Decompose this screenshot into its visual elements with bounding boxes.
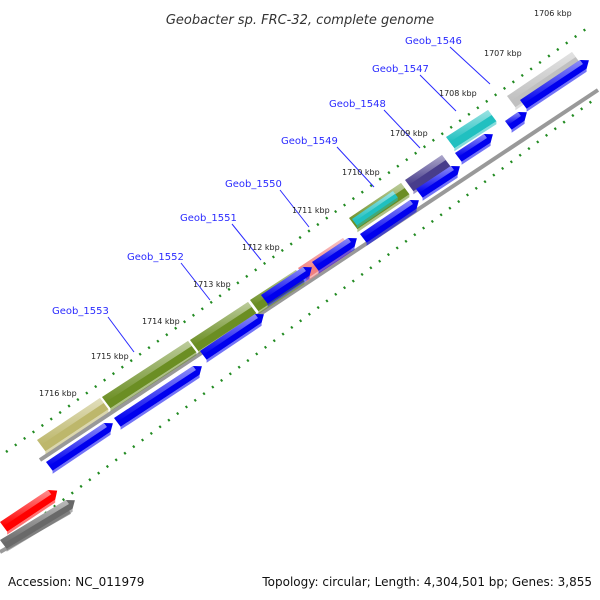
- backbone-line: [38, 88, 600, 462]
- gene-cds-arrow[interactable]: [200, 314, 264, 363]
- tick-marks: [5, 24, 597, 541]
- gene-label-link[interactable]: Geob_1553: [52, 306, 109, 317]
- gene-cds-arrow[interactable]: [455, 134, 493, 165]
- gene-geob-1552-cds[interactable]: [102, 341, 197, 412]
- kbp-label: 1713 kbp: [193, 280, 231, 289]
- gene-label-link[interactable]: Geob_1551: [180, 213, 237, 224]
- gene-label-link[interactable]: Geob_1546: [405, 36, 462, 47]
- kbp-label: 1709 kbp: [390, 129, 428, 138]
- gene-cds-arrow[interactable]: [505, 112, 527, 133]
- topology-text: Topology: circular; Length: 4,304,501 bp…: [261, 575, 592, 589]
- gene-label-link[interactable]: Geob_1547: [372, 64, 429, 75]
- label-leaders: [107, 46, 491, 353]
- kbp-label: 1711 kbp: [292, 206, 330, 215]
- gene-label-link[interactable]: Geob_1552: [127, 252, 184, 263]
- gene-cds-arrow[interactable]: [312, 238, 357, 274]
- gene-label-link[interactable]: Geob_1548: [329, 99, 386, 110]
- kbp-label: 1707 kbp: [484, 49, 522, 58]
- leader-line: [419, 74, 457, 112]
- map-title: Geobacter sp. FRC-32, complete genome: [166, 13, 434, 28]
- gene-cds-arrow[interactable]: [261, 267, 312, 307]
- leader-line: [279, 189, 310, 228]
- kbp-label: 1714 kbp: [142, 317, 180, 326]
- gene-geob-1553-cds[interactable]: [37, 398, 109, 455]
- tick-row-lower: [9, 97, 597, 541]
- leader-line: [231, 223, 262, 261]
- leader-line: [383, 109, 421, 149]
- gene-cds-arrow[interactable]: [360, 200, 419, 246]
- gene-geob-1547-cds[interactable]: [446, 110, 497, 152]
- gene-features: [0, 52, 589, 552]
- gene-cds-arrow[interactable]: [114, 366, 202, 430]
- kbp-label: 1706 kbp: [534, 9, 572, 18]
- kbp-label: 1710 kbp: [342, 168, 380, 177]
- kbp-label: 1715 kbp: [91, 352, 129, 361]
- gene-gray-cds-fragment[interactable]: [0, 500, 75, 552]
- leader-line: [449, 46, 491, 85]
- kbp-label: 1716 kbp: [39, 389, 77, 398]
- gene-label-link[interactable]: Geob_1549: [281, 136, 338, 147]
- leader-line: [107, 316, 135, 353]
- genome-backbone: [0, 88, 600, 554]
- kbp-label: 1708 kbp: [439, 89, 477, 98]
- leader-line: [180, 262, 211, 301]
- leader-line: [336, 146, 375, 188]
- accession-text: Accession: NC_011979: [8, 575, 144, 589]
- tick-row-upper: [5, 24, 591, 454]
- gene-geob-1549-secondary-cds[interactable]: [352, 191, 398, 229]
- kbp-label: 1712 kbp: [242, 243, 280, 252]
- labels: 1706 kbp 1707 kbp 1708 kbp 1709 kbp 1710 kbp…: [39, 9, 572, 398]
- gene-cds-arrow[interactable]: [46, 423, 113, 474]
- gene-red-cds-fragment[interactable]: [0, 490, 58, 535]
- gene-label-link[interactable]: Geob_1550: [225, 179, 282, 190]
- gene-cds-arrow[interactable]: [520, 60, 589, 112]
- gene-cds-arrow[interactable]: [416, 166, 460, 201]
